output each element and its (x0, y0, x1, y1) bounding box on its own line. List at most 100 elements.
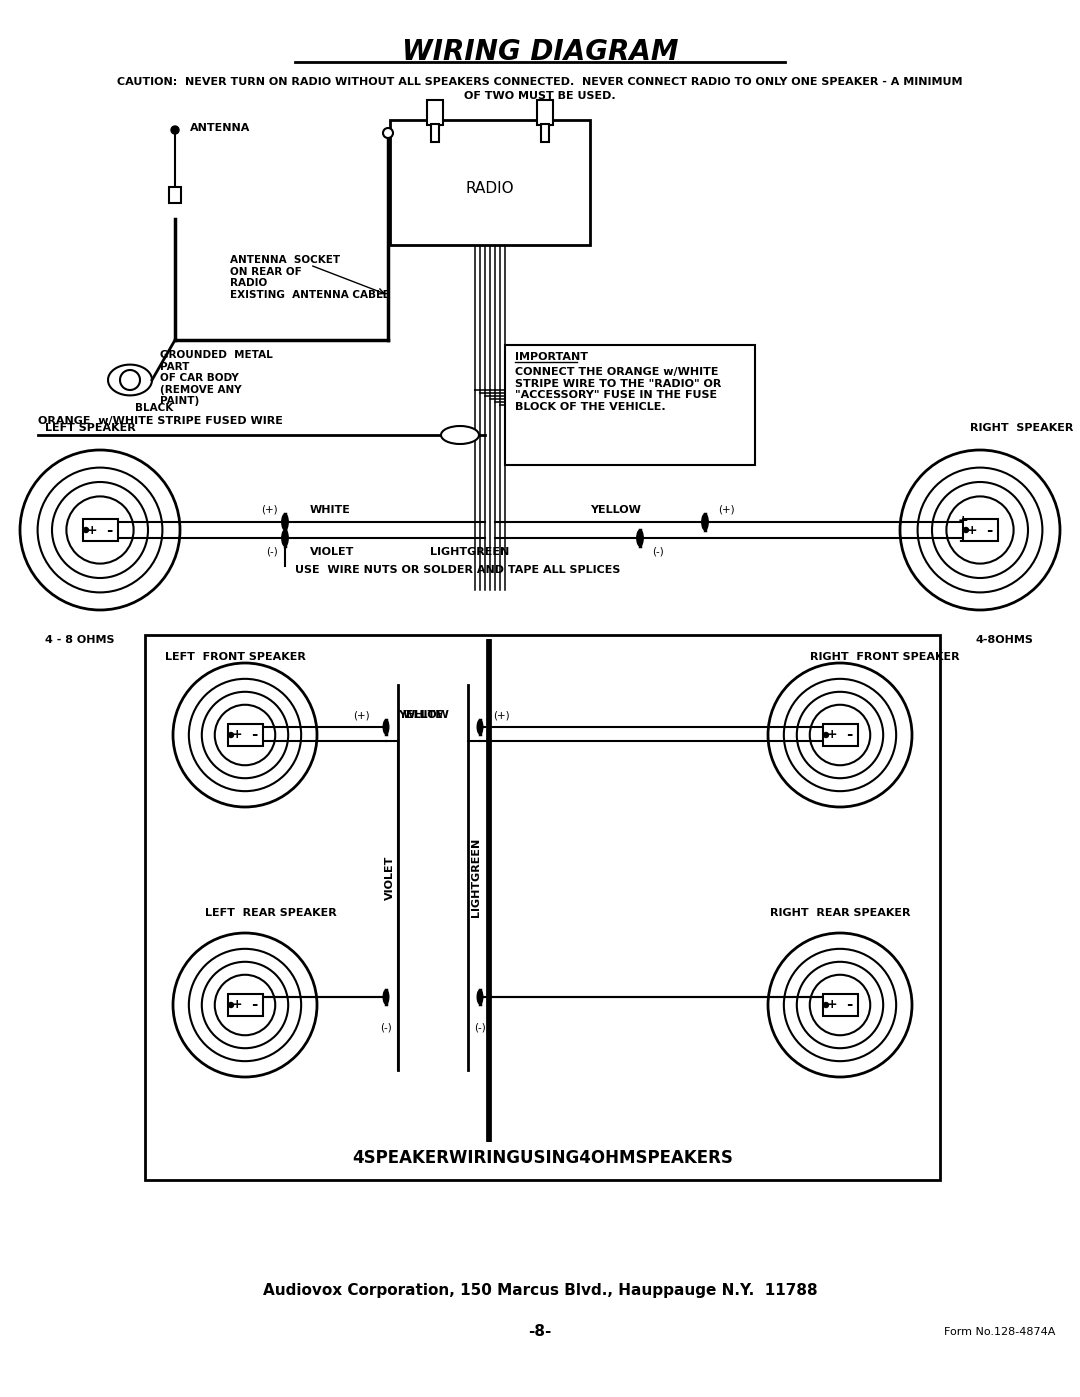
Text: 4-8OHMS: 4-8OHMS (975, 636, 1032, 645)
Text: RIGHT  SPEAKER: RIGHT SPEAKER (970, 423, 1074, 433)
Text: 4SPEAKERWIRINGUSING4OHMSPEAKERS: 4SPEAKERWIRINGUSING4OHMSPEAKERS (352, 1148, 733, 1166)
Circle shape (215, 704, 275, 766)
Circle shape (832, 996, 849, 1014)
Circle shape (38, 468, 162, 592)
Circle shape (900, 450, 1059, 610)
Text: IMPORTANT: IMPORTANT (515, 352, 588, 362)
Text: (-): (-) (652, 548, 664, 557)
Bar (541, 124, 549, 142)
Bar (823, 724, 858, 746)
Text: RADIO: RADIO (465, 182, 514, 196)
Circle shape (171, 126, 179, 134)
Circle shape (810, 704, 870, 766)
Text: -: - (251, 728, 257, 742)
Text: -8-: -8- (528, 1324, 552, 1340)
Circle shape (383, 129, 393, 138)
Bar (228, 995, 262, 1016)
Text: Audiovox Corporation, 150 Marcus Blvd., Hauppauge N.Y.  11788: Audiovox Corporation, 150 Marcus Blvd., … (262, 1282, 818, 1298)
Text: +: + (232, 999, 242, 1011)
Text: LEFT  FRONT SPEAKER: LEFT FRONT SPEAKER (165, 652, 306, 662)
Bar (82, 520, 118, 541)
Text: LEFT SPEAKER: LEFT SPEAKER (45, 423, 136, 433)
Text: GROUNDED  METAL
PART
OF CAR BODY
(REMOVE ANY
PAINT): GROUNDED METAL PART OF CAR BODY (REMOVE … (160, 351, 273, 407)
Text: +: + (958, 514, 969, 527)
Text: -: - (846, 728, 852, 742)
Circle shape (229, 732, 233, 738)
Circle shape (824, 732, 828, 738)
Text: CAUTION:  NEVER TURN ON RADIO WITHOUT ALL SPEAKERS CONNECTED.  NEVER CONNECT RAD: CAUTION: NEVER TURN ON RADIO WITHOUT ALL… (118, 77, 962, 87)
Text: -: - (251, 997, 257, 1013)
Text: (-): (-) (474, 1023, 486, 1032)
Text: WIRING DIAGRAM: WIRING DIAGRAM (402, 38, 678, 66)
Text: +: + (86, 524, 97, 536)
Text: (+): (+) (261, 504, 278, 515)
Circle shape (784, 679, 896, 791)
Text: LIGHTGREEN: LIGHTGREEN (430, 548, 510, 557)
Circle shape (120, 370, 140, 390)
Ellipse shape (441, 426, 480, 444)
Bar (823, 995, 858, 1016)
Text: (+): (+) (718, 504, 734, 515)
Bar (962, 520, 998, 541)
Circle shape (946, 496, 1014, 563)
Circle shape (91, 521, 109, 539)
Text: OF TWO MUST BE USED.: OF TWO MUST BE USED. (464, 91, 616, 101)
Ellipse shape (383, 719, 389, 733)
Text: ORANGE  w/WHITE STRIPE FUSED WIRE: ORANGE w/WHITE STRIPE FUSED WIRE (38, 416, 283, 426)
Text: LEFT  REAR SPEAKER: LEFT REAR SPEAKER (205, 908, 337, 918)
Circle shape (202, 961, 288, 1048)
Ellipse shape (282, 529, 288, 546)
Text: RIGHT  REAR SPEAKER: RIGHT REAR SPEAKER (770, 908, 910, 918)
Circle shape (918, 468, 1042, 592)
Circle shape (768, 933, 912, 1077)
Circle shape (189, 949, 301, 1062)
Text: -: - (106, 522, 112, 538)
Bar (390, 120, 590, 244)
Bar (228, 724, 262, 746)
Ellipse shape (477, 990, 483, 1004)
Text: Form No.128-4874A: Form No.128-4874A (944, 1327, 1055, 1337)
Circle shape (21, 450, 180, 610)
Circle shape (824, 1003, 828, 1007)
Text: WHITE: WHITE (403, 710, 444, 719)
Bar (427, 101, 443, 124)
Bar (168, 187, 181, 203)
Text: YELLOW: YELLOW (399, 710, 449, 719)
Text: 4 - 8 OHMS: 4 - 8 OHMS (45, 636, 114, 645)
Text: (+): (+) (353, 710, 370, 719)
Text: (-): (-) (380, 1023, 392, 1032)
Circle shape (202, 692, 288, 778)
Circle shape (237, 996, 254, 1014)
Text: +: + (826, 728, 837, 742)
Circle shape (173, 664, 318, 807)
Bar (145, 636, 940, 1180)
Circle shape (66, 496, 134, 563)
Circle shape (797, 961, 883, 1048)
Text: WHITE: WHITE (310, 504, 351, 515)
Circle shape (173, 933, 318, 1077)
Bar (431, 124, 438, 142)
Circle shape (229, 1003, 233, 1007)
Ellipse shape (383, 990, 389, 1004)
Circle shape (963, 528, 969, 532)
Circle shape (810, 975, 870, 1035)
Text: USE  WIRE NUTS OR SOLDER AND TAPE ALL SPLICES: USE WIRE NUTS OR SOLDER AND TAPE ALL SPL… (295, 564, 620, 576)
Text: (-): (-) (267, 548, 278, 557)
Ellipse shape (637, 529, 644, 546)
Text: RIGHT  FRONT SPEAKER: RIGHT FRONT SPEAKER (810, 652, 960, 662)
Text: -: - (958, 532, 964, 548)
Text: BLACK: BLACK (135, 402, 173, 414)
Circle shape (832, 726, 849, 743)
Circle shape (971, 521, 989, 539)
Circle shape (189, 679, 301, 791)
Text: LIGHTGREEN: LIGHTGREEN (471, 838, 481, 916)
Text: ANTENNA: ANTENNA (190, 123, 251, 133)
Bar (537, 101, 553, 124)
Circle shape (237, 726, 254, 743)
Text: -: - (986, 522, 993, 538)
Circle shape (797, 692, 883, 778)
Ellipse shape (477, 719, 483, 733)
Text: VIOLET: VIOLET (384, 855, 395, 900)
Text: -: - (846, 997, 852, 1013)
Bar (505, 345, 755, 465)
